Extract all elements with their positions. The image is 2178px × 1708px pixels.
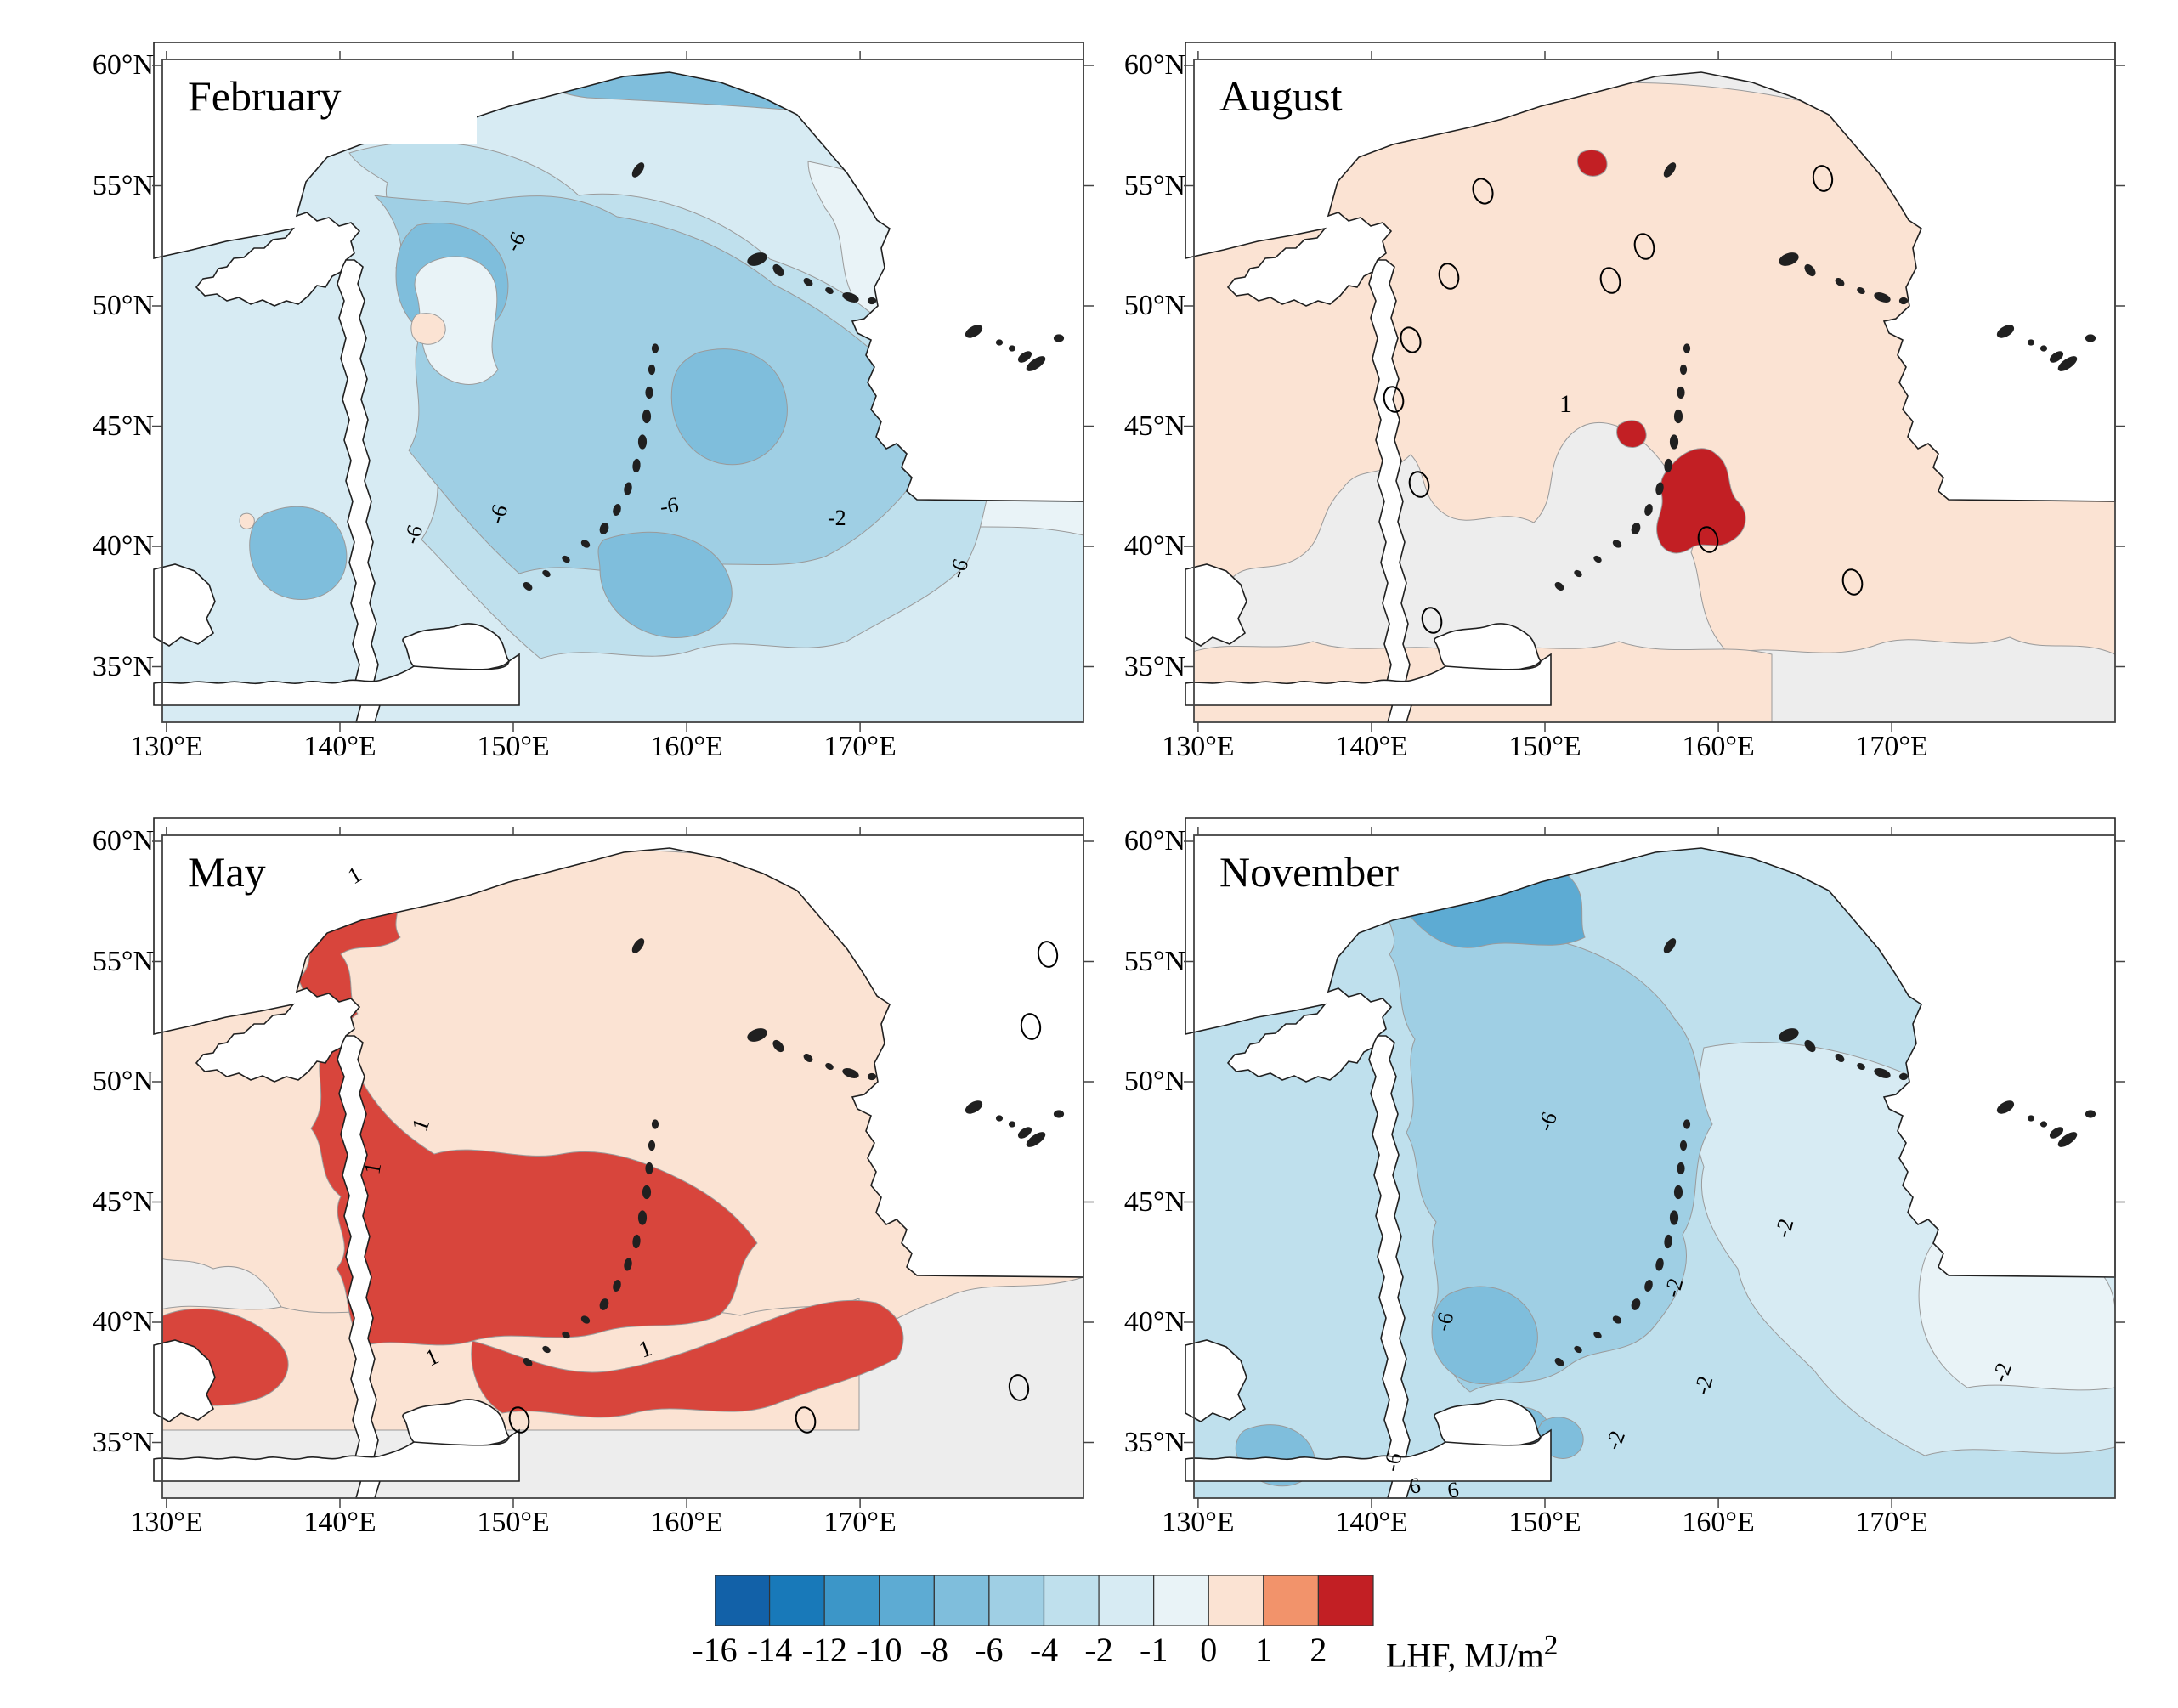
svg-text:-2: -2 — [828, 506, 846, 530]
svg-text:-6: -6 — [659, 492, 680, 519]
svg-text:1: 1 — [1559, 390, 1572, 418]
